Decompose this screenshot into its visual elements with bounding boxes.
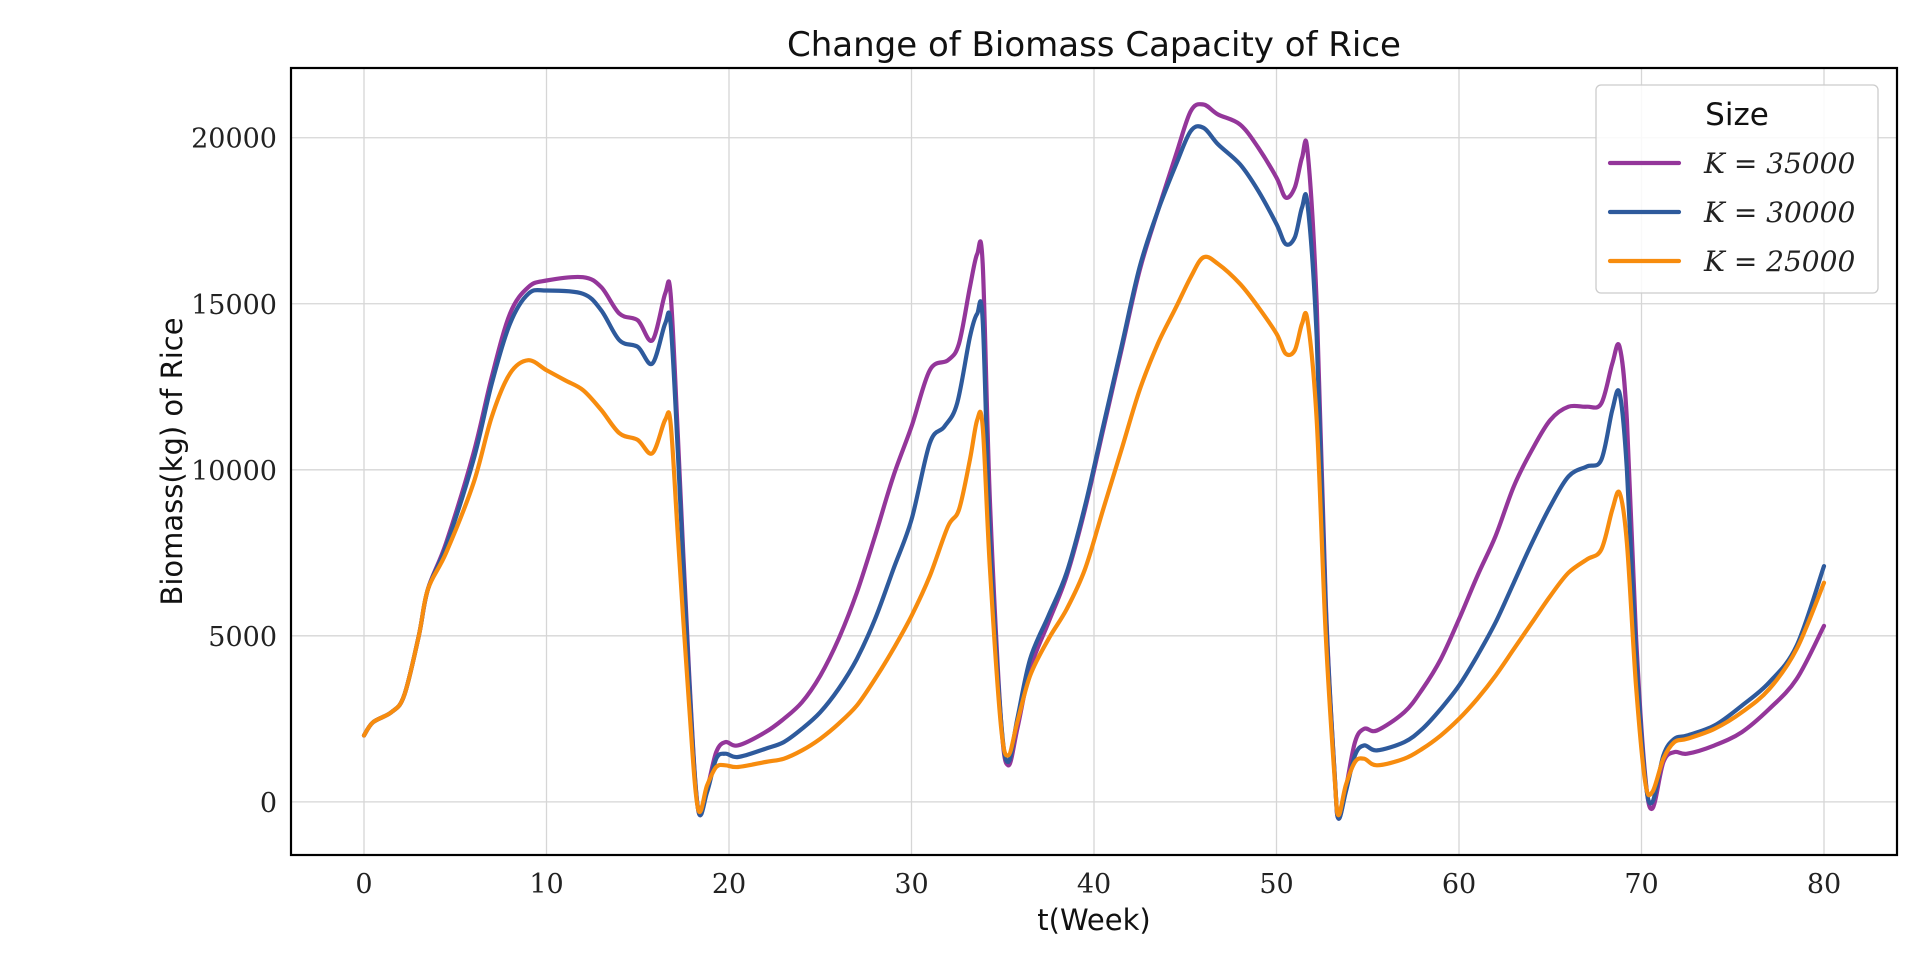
x-tick-label: 80 (1807, 869, 1841, 900)
legend-label-2: K = 30000 (1703, 196, 1855, 229)
y-tick-label: 20000 (191, 124, 277, 155)
x-tick-label: 0 (355, 869, 372, 900)
series-line-2 (361, 124, 1827, 821)
y-axis-label: Biomass(kg) of Rice (155, 317, 189, 605)
legend-title: Size (1705, 97, 1769, 133)
legend-items: K = 35000 K = 30000 K = 25000 (1607, 147, 1855, 278)
x-tick-label: 10 (529, 869, 563, 900)
y-tick-label: 0 (260, 788, 277, 819)
x-tick-label: 70 (1624, 869, 1658, 900)
legend-label-1: K = 35000 (1703, 147, 1855, 180)
x-tick-label: 20 (712, 869, 746, 900)
legend-box (1595, 84, 1879, 294)
chart-title: Change of Biomass Capacity of Rice (787, 25, 1401, 65)
y-tick-label: 15000 (191, 290, 277, 321)
legend-label-3: K = 25000 (1703, 245, 1855, 278)
x-tick-label: 30 (894, 869, 928, 900)
x-tick-label: 50 (1259, 869, 1293, 900)
plot-frame (289, 66, 1899, 857)
y-tick-label: 10000 (191, 456, 277, 487)
x-tick-labels: 0 10 20 30 40 50 60 70 80 (355, 869, 1841, 900)
series-lines (361, 102, 1827, 821)
y-tick-label: 5000 (208, 622, 277, 653)
series-line-3 (361, 254, 1827, 818)
legend: Size K = 35000 K = 30000 K = 25000 (1595, 84, 1879, 294)
x-tick-label: 60 (1442, 869, 1476, 900)
x-tick-label: 40 (1077, 869, 1111, 900)
y-tick-labels: 0 5000 10000 15000 20000 (191, 124, 277, 819)
x-axis-label: t(Week) (1037, 903, 1150, 937)
